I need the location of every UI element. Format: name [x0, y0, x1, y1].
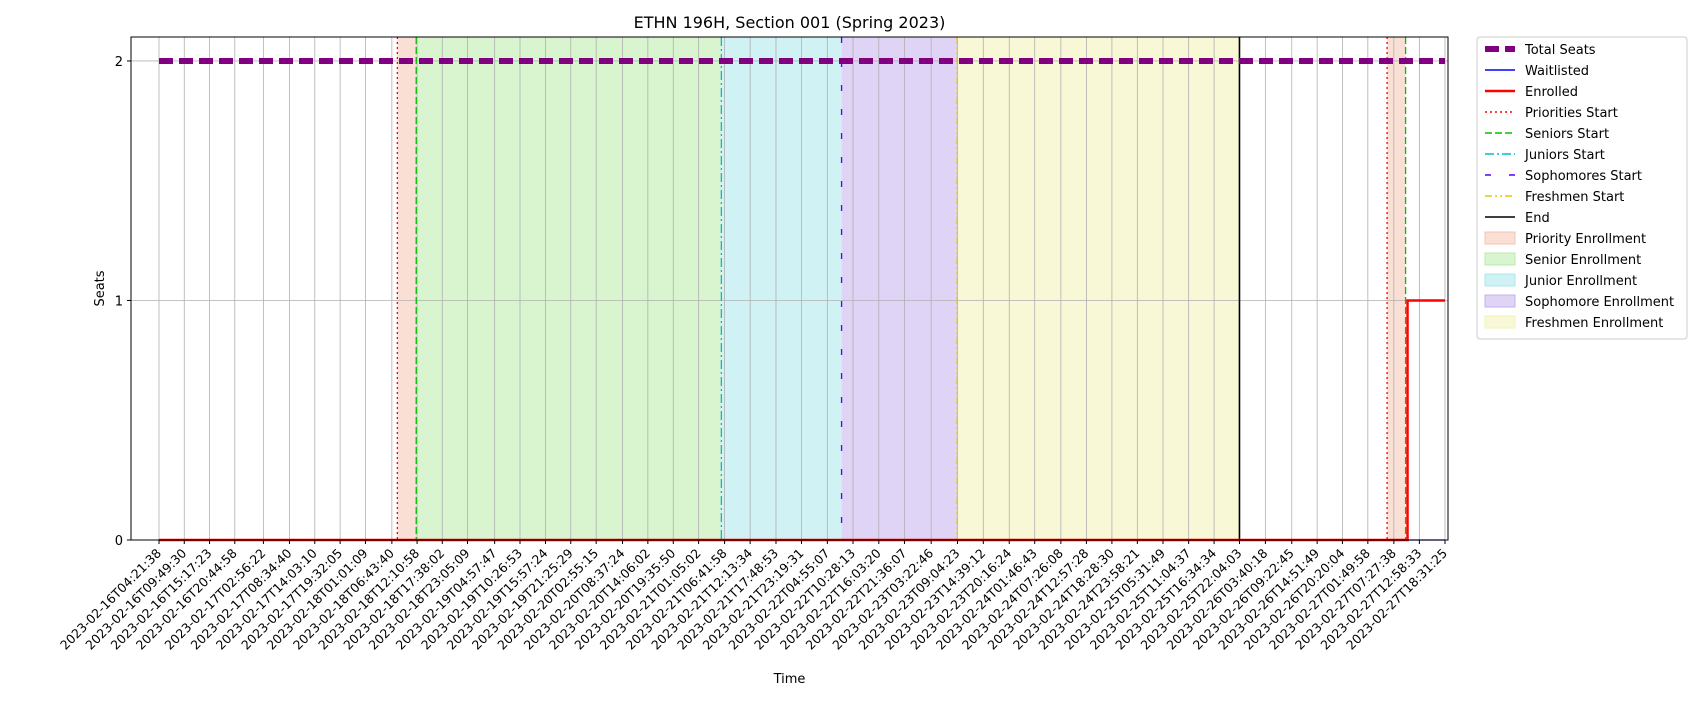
- legend-swatch: [1484, 315, 1516, 329]
- y-tick-label: 2: [115, 55, 123, 70]
- legend-label: Sophomores Start: [1525, 169, 1642, 184]
- span-priority-enrollment: [1387, 37, 1406, 540]
- plot-frame: [130, 36, 1449, 541]
- legend-label: Seniors Start: [1525, 127, 1609, 142]
- legend-box: [1476, 36, 1688, 340]
- legend-label: Sophomore Enrollment: [1525, 295, 1674, 310]
- y-tick-label: 0: [115, 534, 123, 549]
- legend-label: Juniors Start: [1524, 148, 1605, 163]
- y-tick-label: 1: [115, 294, 123, 309]
- y-axis-label: Seats: [93, 270, 108, 306]
- span-senior-enrollment: [416, 37, 722, 540]
- span-junior-enrollment: [721, 37, 842, 540]
- legend-label: Junior Enrollment: [1524, 274, 1637, 289]
- legend-label: Priority Enrollment: [1525, 232, 1646, 247]
- legend-label: Enrolled: [1525, 85, 1578, 100]
- legend-swatch: [1484, 231, 1516, 245]
- legend-label: Priorities Start: [1525, 106, 1618, 121]
- legend-label: Freshmen Start: [1525, 190, 1624, 205]
- legend-label: Waitlisted: [1525, 64, 1589, 79]
- legend-swatch: [1484, 294, 1516, 308]
- legend: Total Seats Waitlisted Enrolled Priorities …: [1476, 36, 1688, 340]
- chart-title: ETHN 196H, Section 001 (Spring 2023): [634, 13, 946, 32]
- legend-swatch: [1484, 273, 1516, 287]
- legend-label: End: [1525, 211, 1550, 226]
- span-priority-enrollment: [397, 37, 417, 540]
- legend-swatch: [1484, 252, 1516, 266]
- legend-label: Freshmen Enrollment: [1525, 316, 1663, 331]
- legend-label: Total Seats: [1524, 43, 1596, 58]
- span-freshmen-enrollment: [957, 37, 1240, 540]
- legend-label: Senior Enrollment: [1525, 253, 1641, 268]
- x-axis-label: Time: [773, 672, 806, 687]
- span-sophomore-enrollment: [841, 37, 958, 540]
